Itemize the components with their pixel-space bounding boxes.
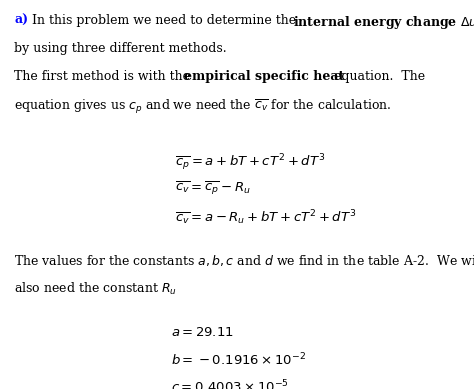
Text: $c = 0.4003 \times 10^{-5}$: $c = 0.4003 \times 10^{-5}$ bbox=[171, 378, 289, 389]
Text: In this problem we need to determine the: In this problem we need to determine the bbox=[32, 14, 296, 26]
Text: a): a) bbox=[14, 14, 28, 26]
Text: equation.  The: equation. The bbox=[334, 70, 425, 82]
Text: $a = 29.11$: $a = 29.11$ bbox=[171, 326, 234, 338]
Text: The first method is with the: The first method is with the bbox=[14, 70, 190, 82]
Text: The values for the constants $a, b, c$ and $d$ we find in the table A-2.  We wil: The values for the constants $a, b, c$ a… bbox=[14, 253, 474, 268]
Text: internal energy change $\Delta u$: internal energy change $\Delta u$ bbox=[293, 14, 474, 31]
Text: $\overline{c_v} = \overline{c_p} - R_u$: $\overline{c_v} = \overline{c_p} - R_u$ bbox=[175, 180, 251, 198]
Text: equation gives us $c_p$ and we need the $\overline{c_v}$ for the calculation.: equation gives us $c_p$ and we need the … bbox=[14, 98, 392, 116]
Text: $\overline{c_v} = a - R_u + bT + cT^2 + dT^3$: $\overline{c_v} = a - R_u + bT + cT^2 + … bbox=[175, 208, 357, 227]
Text: empirical specific heat: empirical specific heat bbox=[184, 70, 344, 82]
Text: $\overline{c_p} = a + bT + cT^2 + dT^3$: $\overline{c_p} = a + bT + cT^2 + dT^3$ bbox=[175, 152, 326, 172]
Text: by using three different methods.: by using three different methods. bbox=[14, 42, 227, 54]
Text: also need the constant $R_u$: also need the constant $R_u$ bbox=[14, 281, 177, 297]
Text: $b = -0.1916 \times 10^{-2}$: $b = -0.1916 \times 10^{-2}$ bbox=[171, 352, 306, 369]
